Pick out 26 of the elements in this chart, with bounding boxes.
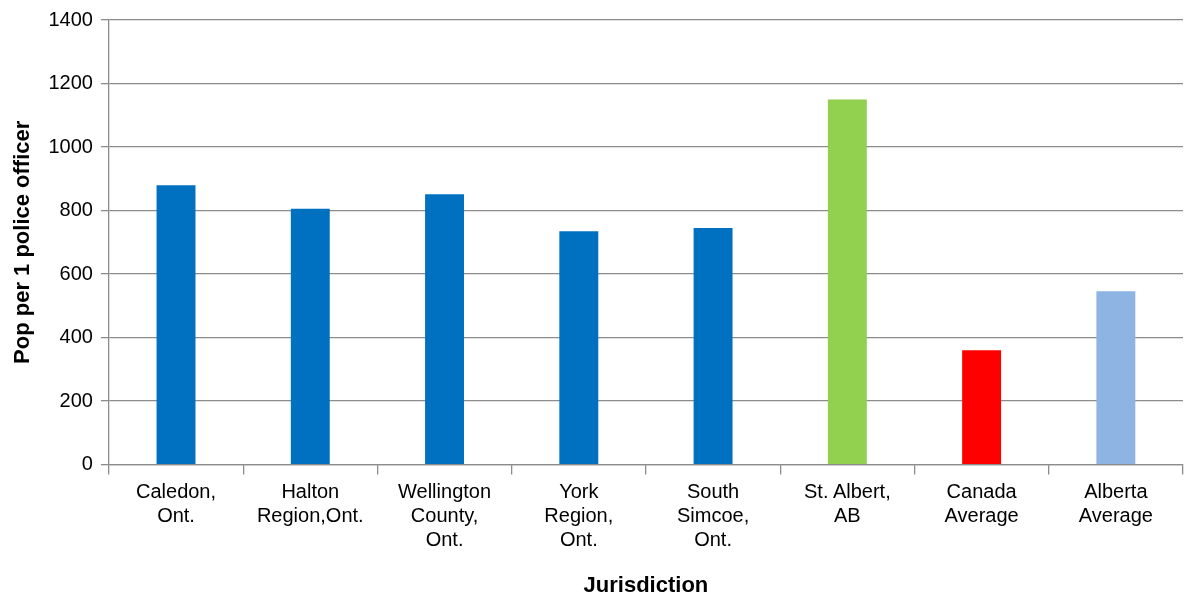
y-tick-label: 1400: [48, 7, 93, 30]
y-tick-label: 0: [81, 452, 93, 475]
bar: [290, 208, 330, 464]
bar: [559, 231, 599, 464]
y-tick-label: 400: [59, 325, 93, 348]
bar: [156, 185, 196, 464]
x-tick-label: Halton Region,Ont.: [256, 480, 364, 527]
bar: [962, 350, 1002, 464]
y-tick-label: 200: [59, 388, 93, 411]
bar: [693, 228, 733, 464]
bar: [1096, 291, 1136, 464]
x-tick-label: Alberta Average: [1078, 480, 1153, 527]
x-tick-label: York Region, Ont.: [544, 480, 614, 551]
x-tick-label: Caledon, Ont.: [135, 480, 217, 527]
y-tick-label: 1000: [48, 134, 93, 157]
y-tick-label: 600: [59, 261, 93, 284]
bar: [425, 194, 465, 464]
y-axis-title: Pop per 1 police officer: [9, 120, 35, 364]
y-tick-label: 800: [59, 198, 93, 221]
x-tick-label: Canada Average: [944, 480, 1019, 527]
bar: [827, 99, 867, 464]
y-tick-label: 1200: [48, 71, 93, 94]
x-axis-title: Jurisdiction: [583, 571, 709, 597]
x-tick-label: South Simcoe, Ont.: [676, 480, 750, 551]
x-tick-label: Wellington County, Ont.: [398, 480, 492, 551]
x-tick-label: St. Albert, AB: [803, 480, 891, 527]
